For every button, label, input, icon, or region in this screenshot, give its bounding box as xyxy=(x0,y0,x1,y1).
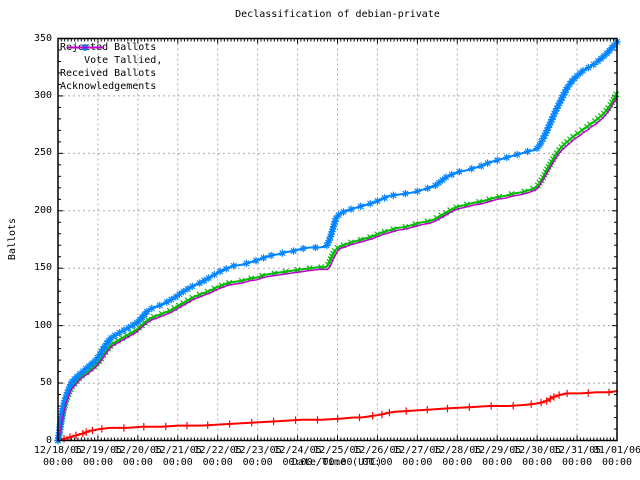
y-tick-label: 0 xyxy=(45,434,52,446)
y-tick-label: 100 xyxy=(33,319,52,331)
legend-label: Acknowledgements xyxy=(60,81,157,92)
chart-title: Declassification of debian-private xyxy=(235,9,440,20)
x-tick-label: 12/23/05 00:00 xyxy=(233,445,282,468)
y-tick-label: 50 xyxy=(39,377,52,389)
x-tick-label: 12/28/05 00:00 xyxy=(433,445,482,468)
y-tick-label: 300 xyxy=(33,89,52,101)
y-tick-label: 350 xyxy=(33,32,52,44)
y-tick-label: 200 xyxy=(33,204,52,216)
y-tick-label: 250 xyxy=(33,147,52,159)
grid-lines xyxy=(58,38,617,441)
y-tick-label: 150 xyxy=(33,262,52,274)
x-tick-label: 12/22/05 00:00 xyxy=(193,445,242,468)
x-tick-label: 01/01/06 00:00 xyxy=(592,445,640,468)
x-tick-label: 12/18/05 00:00 xyxy=(33,445,83,468)
legend: Rejected Ballots Vote Tallied, Received B… xyxy=(60,41,163,93)
plot-border xyxy=(57,37,618,442)
legend-entry-received: Received Ballots xyxy=(60,44,157,80)
x-tick-label: 12/24/05 00:00 xyxy=(273,445,322,468)
legend-label: Vote Tallied, xyxy=(60,55,163,66)
x-tick-label: 12/26/05 00:00 xyxy=(353,445,402,468)
x-tick-label: 12/20/05 00:00 xyxy=(113,445,162,468)
x-tick-label: 12/31/05 00:00 xyxy=(552,445,602,468)
series-rejected xyxy=(54,388,618,445)
legend-label: Received Ballots xyxy=(60,68,157,79)
series-acknowledgements xyxy=(57,95,618,442)
x-axis-title: Date/Time (UTC) xyxy=(291,457,383,468)
x-tick-label: 12/30/05 00:00 xyxy=(513,445,562,468)
x-tick-label: 12/25/05 00:00 xyxy=(313,445,362,468)
x-tick-label: 12/29/05 00:00 xyxy=(473,445,522,468)
legend-entry-acknowledgements: Acknowledgements xyxy=(60,46,157,93)
x-tick-label: 12/19/05 00:00 xyxy=(73,445,122,468)
legend-sample-none-icon xyxy=(67,46,103,49)
x-tick-label: 12/21/05 00:00 xyxy=(153,445,202,468)
legend-entry-tallied: Vote Tallied, xyxy=(60,44,163,67)
x-tick-label: 12/27/05 00:00 xyxy=(393,445,442,468)
rejected-markers xyxy=(54,388,613,445)
